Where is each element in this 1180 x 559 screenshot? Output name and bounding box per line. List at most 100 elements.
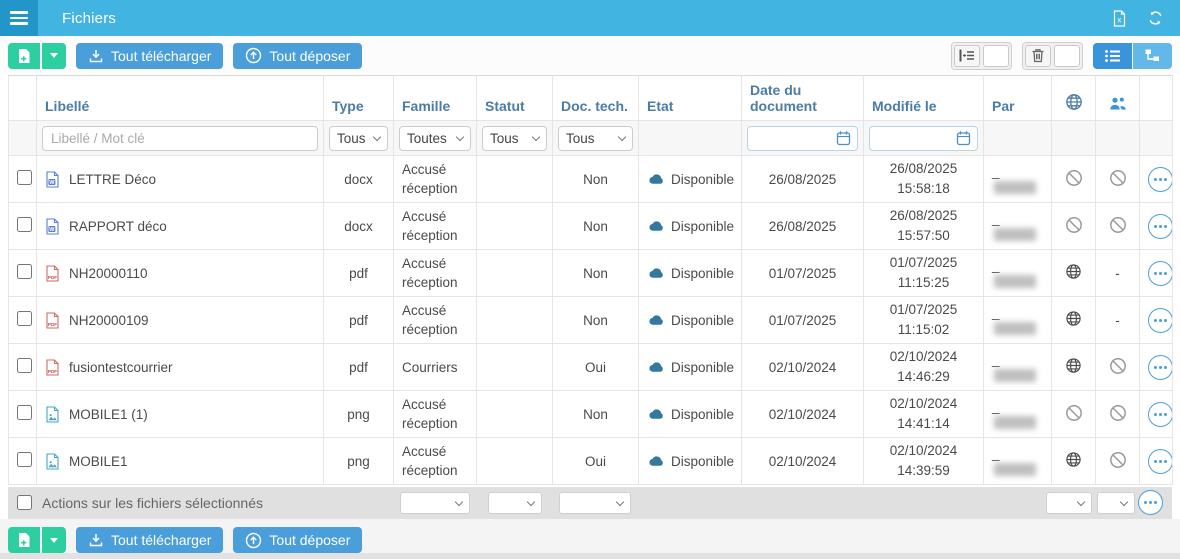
row-actions-button[interactable] <box>1148 354 1173 380</box>
delete-button[interactable] <box>1025 44 1051 67</box>
row-checkbox[interactable] <box>17 358 32 373</box>
doc-tech-cell: Non <box>552 390 639 438</box>
upload-all-button[interactable]: Tout déposer <box>233 42 363 69</box>
bulk-action-select-1[interactable] <box>400 492 470 514</box>
column-header-doc-tech[interactable]: Doc. tech. <box>552 75 639 121</box>
calendar-icon <box>836 130 851 146</box>
row-checkbox[interactable] <box>17 405 32 420</box>
row-actions-button[interactable] <box>1148 260 1173 286</box>
column-header-modifie-le[interactable]: Modifié le <box>863 75 984 121</box>
type-cell: png <box>323 437 394 485</box>
type-filter-select[interactable]: Tous <box>329 125 388 151</box>
row-actions-button[interactable] <box>1148 166 1173 192</box>
etat-label[interactable]: Disponible <box>671 218 735 234</box>
new-file-dropdown-button[interactable] <box>42 42 66 69</box>
bulk-action-select-4[interactable] <box>1046 492 1092 514</box>
blocked-icon <box>1109 451 1127 469</box>
indent-list-button[interactable] <box>954 44 980 67</box>
cloud-icon <box>647 314 665 327</box>
famille-filter-select[interactable]: Toutes <box>399 125 471 151</box>
upload-cloud-icon <box>245 47 262 64</box>
download-all-button[interactable]: Tout télécharger <box>76 42 224 69</box>
statut-cell <box>476 202 553 250</box>
blocked-icon <box>1065 169 1083 187</box>
column-header-par[interactable]: Par <box>983 75 1052 121</box>
row-checkbox[interactable] <box>17 217 32 232</box>
famille-cell: Accusé réception <box>393 390 477 438</box>
chevron-down-icon <box>372 132 382 141</box>
etat-filter-cell <box>638 120 742 156</box>
upload-all-button-bottom[interactable]: Tout déposer <box>233 527 363 553</box>
etat-label[interactable]: Disponible <box>671 359 735 375</box>
hamburger-menu-button[interactable] <box>0 0 38 36</box>
delete-blank-button[interactable] <box>1054 44 1080 67</box>
column-header-famille[interactable]: Famille <box>393 75 477 121</box>
top-toolbar: Tout télécharger Tout déposer <box>0 36 1180 75</box>
group-visibility-cell <box>1095 437 1140 485</box>
libelle-filter-input[interactable] <box>42 125 318 151</box>
no-value-dash: - <box>1095 249 1140 297</box>
row-checkbox[interactable] <box>17 170 32 185</box>
group-visibility-cell <box>1095 343 1140 391</box>
column-header-type[interactable]: Type <box>323 75 394 121</box>
bulk-actions-more-button[interactable] <box>1138 490 1163 515</box>
row-checkbox[interactable] <box>17 452 32 467</box>
column-header-web[interactable] <box>1051 75 1096 121</box>
bulk-action-select-5[interactable] <box>1097 492 1135 514</box>
globe-icon <box>1065 310 1082 327</box>
bulk-action-select-3[interactable] <box>559 492 631 514</box>
type-cell: pdf <box>323 249 394 297</box>
etat-label[interactable]: Disponible <box>671 171 735 187</box>
select-all-checkbox[interactable] <box>17 495 32 510</box>
new-file-button[interactable] <box>8 42 40 69</box>
row-actions-button[interactable] <box>1148 213 1173 239</box>
tree-view-button[interactable] <box>1133 42 1172 69</box>
etat-label[interactable]: Disponible <box>671 265 735 281</box>
date-document-filter[interactable] <box>747 125 858 151</box>
etat-label[interactable]: Disponible <box>671 312 735 328</box>
web-visibility-cell <box>1051 249 1096 297</box>
statut-filter-select[interactable]: Tous <box>482 125 547 151</box>
column-header-groups[interactable] <box>1095 75 1140 121</box>
statut-cell <box>476 249 553 297</box>
modifie-le-filter[interactable] <box>869 125 978 151</box>
indent-list-icon <box>959 49 975 62</box>
row-checkbox[interactable] <box>17 311 32 326</box>
row-actions-button[interactable] <box>1148 307 1173 333</box>
blocked-icon <box>1065 216 1083 234</box>
new-file-dropdown-button-bottom[interactable] <box>42 527 66 553</box>
file-label: LETTRE Déco <box>69 171 157 187</box>
new-file-button-bottom[interactable] <box>8 527 40 553</box>
row-actions-button[interactable] <box>1148 448 1173 474</box>
redacted-user-name <box>994 462 1036 476</box>
doc-tech-cell: Non <box>552 155 639 203</box>
svg-text:PDF: PDF <box>48 369 57 374</box>
column-header-statut[interactable]: Statut <box>476 75 553 121</box>
list-view-button[interactable] <box>1093 42 1132 69</box>
expand-blank-button[interactable] <box>983 44 1009 67</box>
etat-label[interactable]: Disponible <box>671 453 735 469</box>
par-cell: _ <box>983 202 1052 250</box>
row-actions-button[interactable] <box>1148 401 1173 427</box>
export-excel-button[interactable]: x <box>1112 9 1127 27</box>
row-checkbox[interactable] <box>17 264 32 279</box>
download-all-button-bottom[interactable]: Tout télécharger <box>76 527 224 553</box>
doc-tech-cell: Oui <box>552 437 639 485</box>
download-icon <box>88 48 104 64</box>
date-document-cell: 02/10/2024 <box>741 343 864 391</box>
etat-label[interactable]: Disponible <box>671 406 735 422</box>
par-cell: _ <box>983 249 1052 297</box>
svg-text:PDF: PDF <box>48 275 57 280</box>
tree-view-icon <box>1145 49 1160 62</box>
modifie-le-cell: 02/10/2024 14:41:14 <box>863 390 984 438</box>
etat-cell: Disponible <box>638 390 742 438</box>
refresh-button[interactable] <box>1147 10 1164 26</box>
column-header-libelle[interactable]: Libellé <box>36 75 324 121</box>
bulk-action-select-2[interactable] <box>488 492 542 514</box>
column-header-date-document[interactable]: Date du document <box>741 75 864 121</box>
column-header-etat[interactable]: Etat <box>638 75 742 121</box>
cloud-icon <box>647 173 665 186</box>
pdf-file-icon: PDF <box>45 311 60 329</box>
doc-tech-filter-select[interactable]: Tous <box>558 125 633 151</box>
statut-cell <box>476 437 553 485</box>
